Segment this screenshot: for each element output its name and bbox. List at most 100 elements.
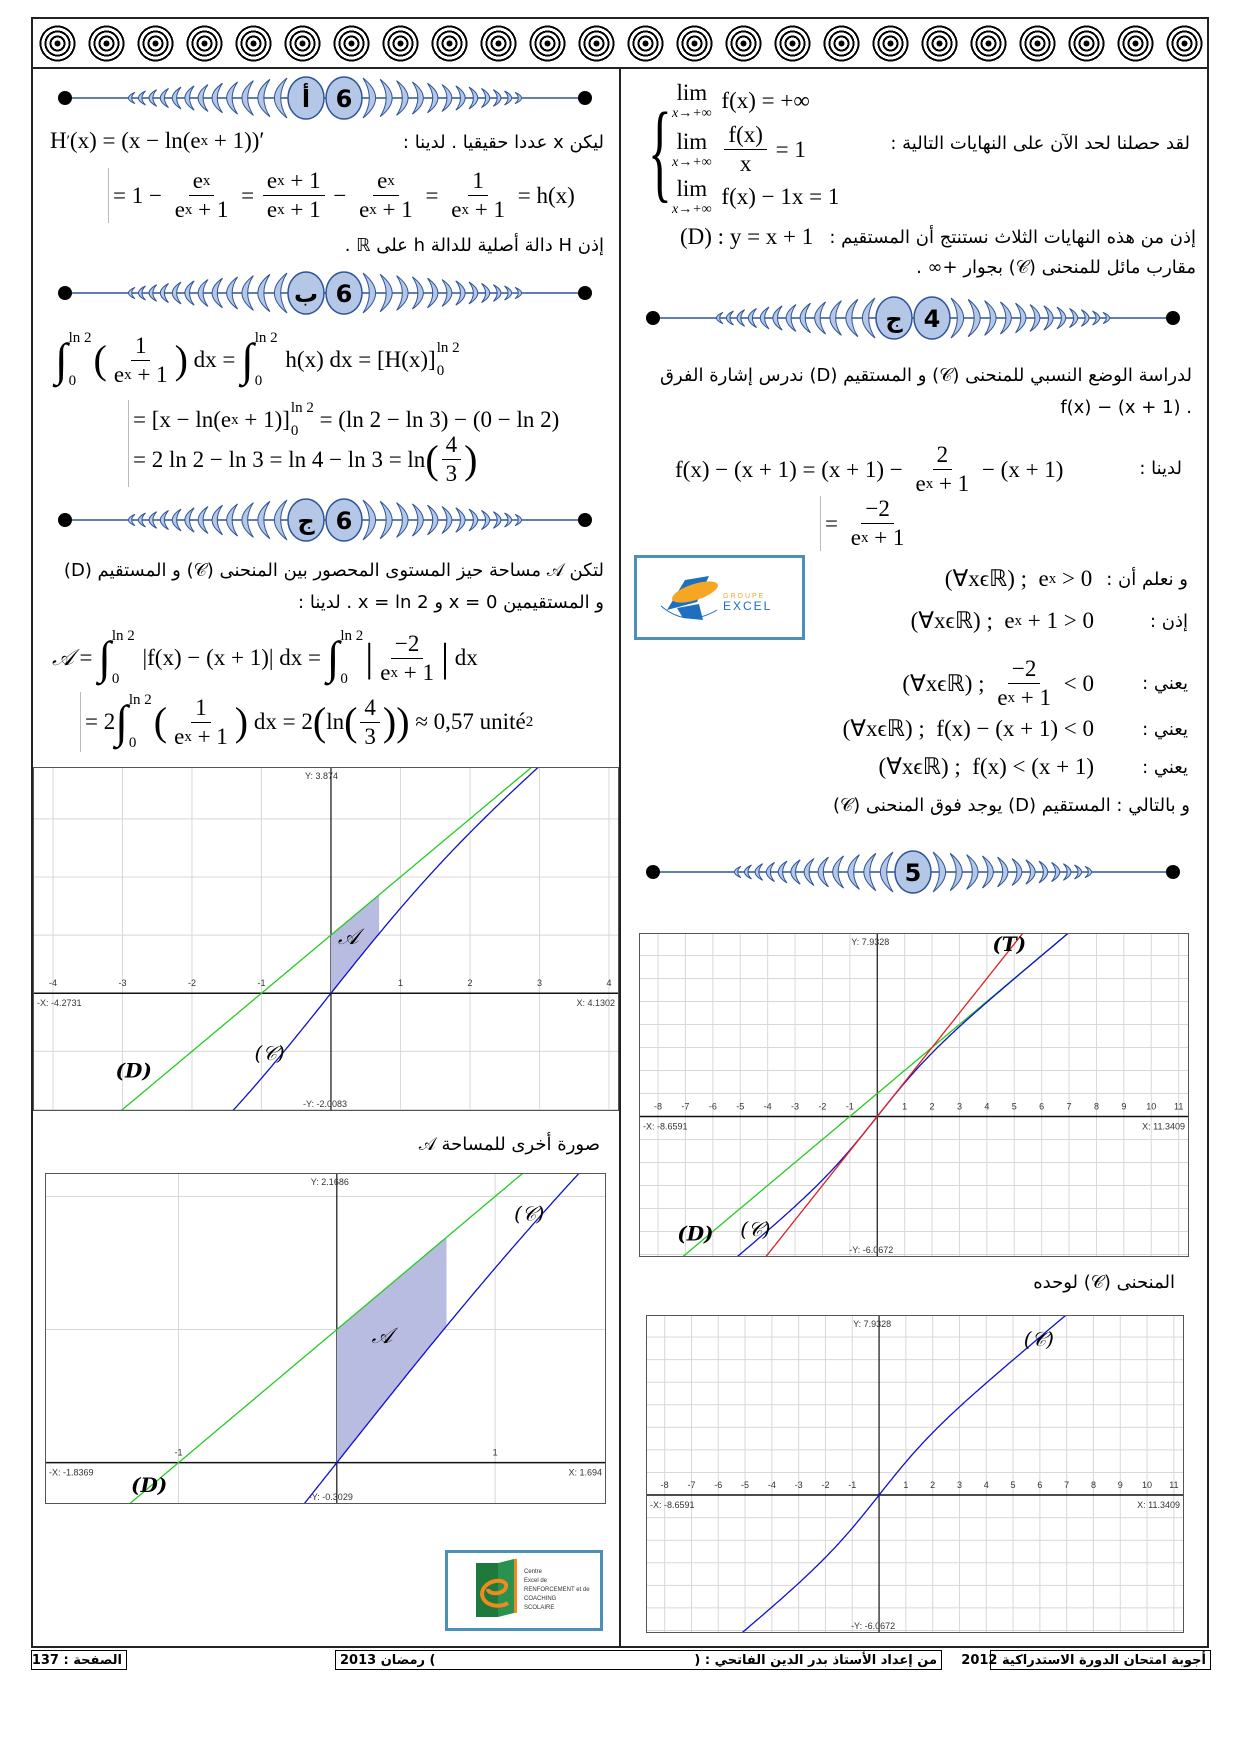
math-text: + 1: [468, 197, 505, 222]
x-tick-label: 8: [1091, 1480, 1096, 1490]
banner-crescent-icon: [411, 503, 424, 537]
math-text: −: [327, 182, 353, 208]
banner-crescent-icon: [171, 281, 182, 305]
math-text: 3: [445, 461, 458, 486]
banner-crescent-icon: [455, 280, 466, 306]
banner-crescent-icon: [226, 81, 239, 115]
banner-crescent-icon: [772, 305, 783, 331]
math-text: =: [235, 182, 260, 208]
curve-D: [682, 934, 1069, 1256]
difference-label: لدينا :: [1139, 458, 1182, 479]
math-text: + 1: [192, 197, 229, 222]
exam-title: أجوبة امتحان الدورة الاستدراكية 2012: [961, 1652, 1206, 1668]
step-row: يعني : (∀xϵℝ) ; f(x) − (x + 1) < 0: [843, 716, 1188, 742]
math-text: (∀xϵℝ) ;: [902, 670, 991, 696]
numerator: 4: [360, 695, 380, 723]
graph-area-wide: -4 -3 -2 -1 1 2 3 4 Y: 3.874 -X: -4.2731 X: 4.1302…: [33, 767, 619, 1111]
banner-dot-icon: [646, 865, 660, 879]
x-tick-label: 11: [1174, 1101, 1183, 1111]
x-tick-label: 3: [537, 978, 542, 988]
x-tick-label: 5: [1011, 1480, 1016, 1490]
section-banner-5: 5: [646, 848, 1180, 896]
banner-crescent-icon: [411, 81, 424, 115]
integral: ∫ ln 2 0: [241, 330, 278, 390]
math-text: (∀xϵℝ) ; e: [944, 566, 1049, 591]
axis-extent-label: X: 1.694: [568, 1468, 602, 1478]
lower-bound: 0: [340, 671, 348, 687]
math-text: 2: [936, 442, 949, 467]
banner-crescent-icon: [481, 509, 491, 531]
math-text: −2: [394, 630, 420, 656]
numerator: −2: [861, 496, 894, 524]
curve-D: [129, 1174, 523, 1503]
x-tick-label: -4: [49, 978, 57, 988]
x-tick-label: 4: [606, 978, 611, 988]
banner-crescent-icon: [879, 851, 894, 893]
asymptote-text-2: مقارب مائل للمنحنى (𝒞) بجوار +∞ .: [916, 257, 1196, 278]
integral: ∫ ln 2 0: [55, 330, 92, 390]
banner-crescent-icon: [1092, 310, 1101, 326]
area-formula-line-2: = 2 ∫ ln 2 0(1 e x + 1) dx = 2(ln(4 3)) ≈ 0,57…: [80, 692, 533, 752]
page-number: الصفحة : 137: [31, 1652, 122, 1668]
banner-crescent-icon: [733, 865, 742, 879]
x-tick-label: -1: [257, 978, 265, 988]
x-tick-label: -6: [714, 1480, 722, 1490]
banner-crescent-icon: [148, 284, 158, 302]
curve-D: [120, 768, 532, 1110]
graph-curve-alone: -8 -7 -6 -5 -4 -3 -2 -1 1 2 3 4 5 6 7 8 9 10 11 Y: 7.9328 -X…: [646, 1315, 1184, 1633]
banner-crescent-icon: [765, 861, 775, 883]
banner-crescent-icon: [803, 858, 815, 886]
footer-page-number: الصفحة : 137: [31, 1650, 127, 1670]
banner-crescent-icon: [504, 285, 513, 301]
upper-bound: ln 2: [68, 330, 92, 346]
limit-3: lim x→+∞ f(x) − 1x = 1: [672, 176, 839, 218]
banner-crescent-icon: [441, 84, 453, 112]
math-text: + 1: [868, 525, 905, 550]
banner-crescent-icon: [966, 854, 979, 890]
x-tick-label: 4: [984, 1480, 989, 1490]
math-text: [716, 137, 722, 163]
limit-operator: lim x→+∞: [672, 129, 712, 171]
limit-operator: lim x→+∞: [672, 80, 712, 122]
curve-label-C: (𝒞): [1024, 1327, 1054, 1351]
large-delimiter: ): [396, 699, 410, 744]
x-tick-label: 2: [467, 978, 472, 988]
x-tick-label: -5: [741, 1480, 749, 1490]
banner-crescent-icon: [725, 310, 734, 326]
math-text: e: [192, 168, 203, 193]
banner-crescent-icon: [137, 285, 146, 301]
axis-extent-label: -X: -8.6591: [650, 1500, 695, 1510]
curve-label-D: (D): [677, 1222, 713, 1246]
graph-area-zoom: -1 1 Y: 2.1686 -X: -1.8369 X: 1.694 -Y: -0.30…: [45, 1173, 606, 1504]
banner-crescent-icon: [1051, 861, 1061, 883]
math-text: e: [174, 723, 185, 749]
lim-word: lim: [676, 80, 708, 105]
banner-crescent-icon: [1043, 305, 1054, 331]
lower-bound: 0: [128, 735, 137, 751]
svg-text:Centre: Centre: [524, 1569, 543, 1575]
x-tick-label: 2: [930, 1101, 935, 1111]
math-text: f(x): [728, 122, 763, 147]
x-tick-label: -5: [736, 1101, 744, 1111]
banner-crescent-icon: [817, 856, 829, 888]
math-text: 4: [364, 694, 376, 720]
step-label: و نعلم أن :: [1106, 568, 1188, 590]
upper-bound: ln 2: [254, 330, 278, 346]
banner-crescent-icon: [362, 272, 377, 314]
math-text: |f(x) − (x + 1)| dx =: [136, 645, 327, 670]
step-math: (∀xϵℝ) ; −2 e x + 1 < 0: [902, 656, 1094, 711]
x-tick-label: 7: [1064, 1480, 1069, 1490]
banner-crescent-icon: [273, 499, 288, 541]
shaded-area: [330, 894, 380, 994]
banner-crescent-icon: [1025, 859, 1036, 885]
math-text: 3: [364, 723, 376, 749]
banner-crescent-icon: [736, 309, 746, 327]
banner-crescent-icon: [226, 503, 239, 537]
math-text: =: [73, 645, 99, 670]
